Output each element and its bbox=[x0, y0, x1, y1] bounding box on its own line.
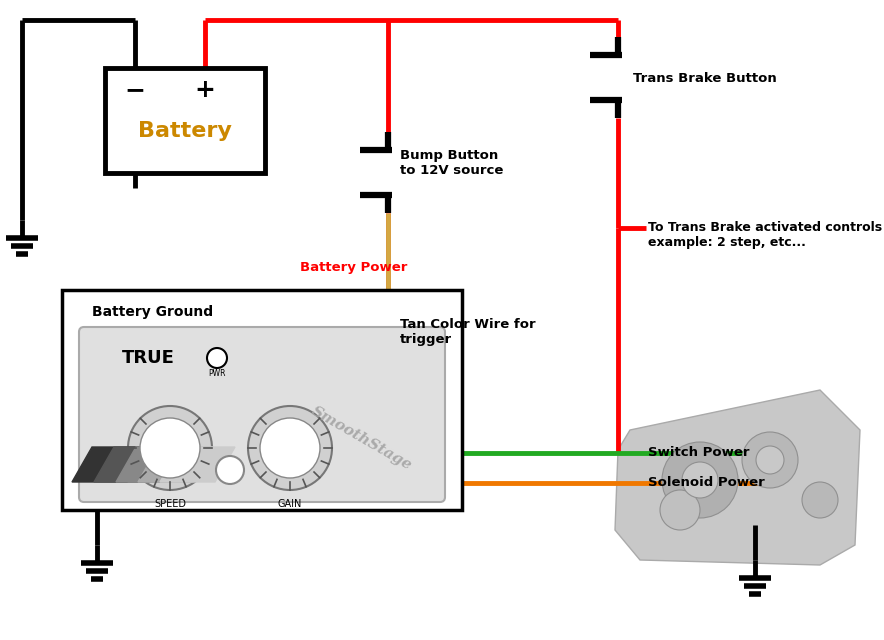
Circle shape bbox=[742, 432, 798, 488]
Text: SmoothStage: SmoothStage bbox=[309, 403, 415, 472]
Polygon shape bbox=[160, 447, 235, 482]
Circle shape bbox=[207, 348, 227, 368]
Text: SPEED: SPEED bbox=[154, 499, 186, 509]
Text: Battery Ground: Battery Ground bbox=[92, 305, 213, 319]
Text: Trans Brake Button: Trans Brake Button bbox=[633, 72, 777, 84]
Text: Solenoid Power: Solenoid Power bbox=[648, 477, 765, 490]
Circle shape bbox=[662, 442, 738, 518]
Bar bbox=[62, 290, 462, 510]
Circle shape bbox=[128, 406, 212, 490]
Text: −: − bbox=[125, 78, 146, 102]
Text: Battery: Battery bbox=[138, 121, 232, 141]
Polygon shape bbox=[72, 447, 147, 482]
Circle shape bbox=[248, 406, 332, 490]
Text: To Trans Brake activated controls
example: 2 step, etc...: To Trans Brake activated controls exampl… bbox=[648, 221, 882, 249]
Circle shape bbox=[756, 446, 784, 474]
Polygon shape bbox=[94, 447, 169, 482]
Bar bbox=[105, 68, 265, 173]
Text: Bump Button
to 12V source: Bump Button to 12V source bbox=[400, 149, 503, 177]
Circle shape bbox=[660, 490, 700, 530]
Circle shape bbox=[260, 418, 320, 478]
FancyBboxPatch shape bbox=[79, 327, 445, 502]
Text: Switch Power: Switch Power bbox=[648, 447, 750, 460]
Text: +: + bbox=[194, 78, 216, 102]
Text: Tan Color Wire for
trigger: Tan Color Wire for trigger bbox=[400, 318, 536, 346]
Polygon shape bbox=[116, 447, 191, 482]
Text: Battery Power: Battery Power bbox=[300, 262, 408, 275]
Polygon shape bbox=[138, 447, 213, 482]
Text: GAIN: GAIN bbox=[278, 499, 302, 509]
Text: PWR: PWR bbox=[209, 369, 225, 378]
Circle shape bbox=[682, 462, 718, 498]
Circle shape bbox=[216, 456, 244, 484]
Polygon shape bbox=[615, 390, 860, 565]
Text: TRUE: TRUE bbox=[122, 349, 175, 367]
Circle shape bbox=[140, 418, 200, 478]
Circle shape bbox=[802, 482, 838, 518]
